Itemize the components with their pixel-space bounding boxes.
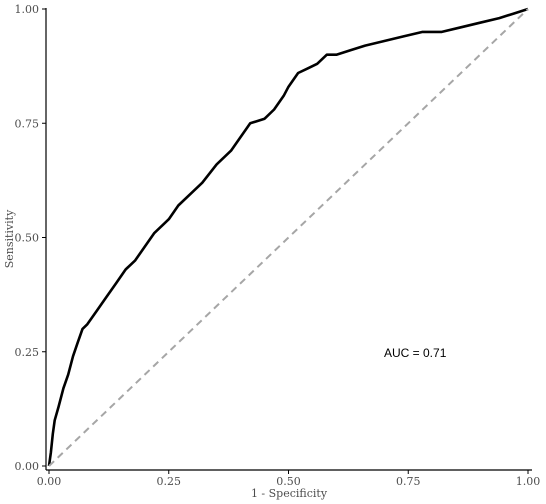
x-tick-label: 0.50 — [276, 475, 301, 488]
y-tick-label: 0.25 — [15, 346, 40, 359]
auc-annotation: AUC = 0.71 — [384, 346, 447, 360]
y-tick-label: 1.00 — [15, 3, 40, 16]
x-tick-label: 0.00 — [37, 475, 62, 488]
axis-ticks: 0.00 0.25 0.50 0.75 1.00 0.00 0.25 0.50 0.75 1.00 — [15, 3, 541, 488]
x-tick-label: 0.25 — [157, 475, 182, 488]
y-tick-label: 0.75 — [15, 117, 40, 130]
roc-curve-line — [47, 7, 529, 467]
y-axis-title: Sensitivity — [3, 209, 16, 268]
plot-area — [45, 8, 532, 471]
y-tick-label: 0.00 — [15, 460, 40, 473]
reference-diagonal-line — [48, 8, 529, 467]
x-axis-title: 1 - Specificity — [251, 487, 328, 500]
series-layer — [47, 7, 529, 467]
y-tick-label: 0.50 — [15, 232, 40, 245]
x-tick-label: 0.75 — [396, 475, 421, 488]
x-tick-label: 1.00 — [516, 475, 541, 488]
